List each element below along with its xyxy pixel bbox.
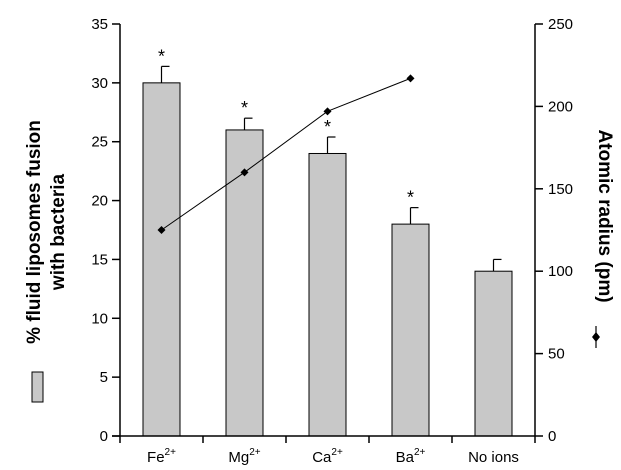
x-tick-label: Mg2+	[228, 447, 260, 466]
left-tick-label: 25	[91, 134, 108, 151]
left-tick-label: 20	[91, 193, 108, 210]
axes-layer	[112, 24, 536, 437]
atomic-radius-point	[323, 107, 332, 116]
left-y-ticks: 0 5 10 15 20 25 30 35	[91, 16, 120, 445]
right-tick-label: 250	[548, 16, 573, 33]
significance-marker: *	[407, 188, 414, 208]
left-tick-label: 0	[100, 428, 108, 445]
left-tick-label: 35	[91, 16, 108, 33]
right-tick-label: 200	[548, 98, 573, 115]
right-tick-label: 150	[548, 181, 573, 198]
left-axis-title-line1: % fluid liposomes fusion	[24, 120, 45, 344]
x-tick-label: No ions	[468, 449, 519, 466]
x-tick-label: Ca2+	[312, 447, 343, 466]
bar	[391, 223, 430, 437]
x-tick-label: Fe2+	[147, 447, 176, 466]
right-y-ticks: 0 50 100 150 200 250	[535, 16, 573, 445]
significance-marker: *	[241, 98, 248, 118]
left-tick-label: 10	[91, 310, 108, 327]
x-tick-labels: Fe2+ Mg2+ Ca2+ Ba2+ No ions	[119, 436, 536, 466]
atomic-radius-point	[157, 226, 166, 234]
significance-marker: *	[324, 117, 331, 137]
bar-legend-swatch	[31, 371, 44, 403]
bars-layer: * * * *	[142, 46, 513, 437]
atomic-radius-point	[240, 168, 249, 177]
atomic-radius-line	[161, 77, 411, 231]
left-tick-label: 30	[91, 75, 108, 92]
bar	[308, 152, 347, 437]
right-axis-title: Atomic radius (pm)	[594, 129, 615, 302]
right-tick-label: 100	[548, 263, 573, 280]
right-tick-label: 0	[548, 428, 556, 445]
line-series-layer	[157, 74, 415, 234]
right-tick-label: 50	[548, 346, 565, 363]
bar	[142, 82, 181, 437]
left-tick-label: 5	[100, 369, 108, 386]
left-tick-label: 15	[91, 251, 108, 268]
bar	[474, 270, 513, 437]
line-legend-marker	[592, 326, 600, 348]
significance-marker: *	[158, 46, 165, 66]
x-tick-label: Ba2+	[396, 447, 426, 466]
left-axis-title-line2: with bacteria	[48, 174, 69, 292]
atomic-radius-point	[406, 74, 415, 83]
